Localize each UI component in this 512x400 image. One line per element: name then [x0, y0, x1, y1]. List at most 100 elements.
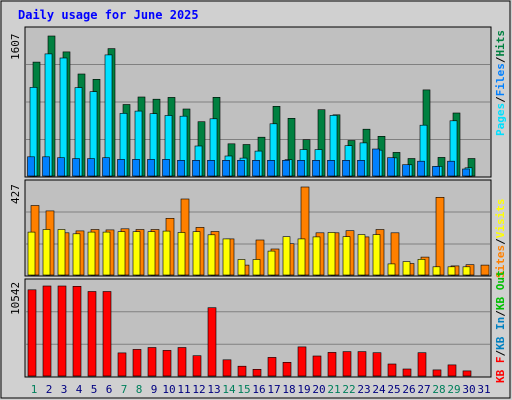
bar-visits	[462, 266, 471, 276]
x-tick-label: 28	[432, 383, 445, 396]
bar-kbytes	[27, 289, 37, 377]
bar-pages	[252, 160, 260, 177]
bar-kbytes	[102, 291, 112, 377]
legend-slash: /	[494, 350, 507, 357]
bar-kbytes	[342, 351, 352, 377]
bar-visits	[27, 231, 36, 276]
bar-pages	[147, 159, 155, 177]
bar-kbytes	[372, 352, 382, 377]
bar-visits	[117, 231, 126, 276]
bar-kbytes	[432, 369, 442, 377]
bar-visits	[72, 233, 81, 276]
bar-visits	[267, 250, 276, 276]
bar-pages	[72, 158, 80, 177]
bar-visits	[282, 236, 291, 276]
bar-pages	[222, 160, 230, 177]
legend-files: Files	[494, 63, 507, 96]
bar-visits	[102, 231, 111, 276]
bar-kbytes	[447, 364, 457, 377]
bar-visits	[57, 229, 66, 276]
x-tick-label: 31	[477, 383, 490, 396]
bar-kbytes	[417, 352, 427, 377]
bar-pages	[447, 160, 455, 177]
x-tick-label: 12	[192, 383, 205, 396]
bar-visits	[342, 236, 351, 276]
bar-visits	[252, 259, 261, 276]
bar-pages	[177, 160, 185, 177]
x-tick-label: 18	[282, 383, 295, 396]
x-tick-label: 23	[357, 383, 370, 396]
legend-hits-files-pages: Pages/Files/Hits	[494, 30, 507, 136]
x-tick-label: 15	[237, 383, 250, 396]
bar-pages	[267, 160, 275, 177]
bar-kbytes	[222, 359, 232, 377]
bar-visits	[312, 236, 321, 276]
bar-visits	[237, 259, 246, 276]
x-tick-label: 21	[327, 383, 340, 396]
x-tick-label: 2	[46, 383, 53, 396]
bar-visits	[132, 231, 141, 276]
bar-sites	[480, 264, 490, 276]
bar-pages	[162, 159, 170, 177]
bar-pages	[27, 156, 35, 177]
legend-hits: Hits	[494, 30, 507, 57]
x-axis-day-labels: 1 2 3 4 5 6 7 8 9 10 11 12 13 14 15 16 17 18 19 20 21 22 23 24 2…	[31, 383, 491, 396]
x-tick-label: 30	[462, 383, 475, 396]
bar-kbytes	[192, 355, 202, 377]
legend-slash: /	[494, 96, 507, 103]
x-tick-label: 9	[151, 383, 158, 396]
bar-pages	[297, 160, 305, 177]
legend-kbytes: KB F/KB In/KB Out	[494, 270, 507, 383]
bar-visits	[222, 238, 231, 276]
bar-pages	[312, 160, 320, 177]
bar-pages	[57, 157, 65, 177]
bar-visits	[192, 231, 201, 276]
chart-title: Daily usage for June 2025	[18, 8, 199, 22]
bar-kbytes	[57, 285, 67, 377]
x-tick-label: 16	[252, 383, 265, 396]
bar-kbytes	[267, 357, 277, 377]
bar-visits	[162, 230, 171, 276]
bar-kbytes	[207, 307, 217, 377]
legend-slash: /	[494, 238, 507, 245]
bar-pages	[387, 157, 395, 177]
bar-kbytes	[72, 285, 82, 377]
x-tick-label: 25	[387, 383, 400, 396]
bar-pages	[87, 158, 95, 177]
bars	[27, 35, 490, 377]
bar-kbytes	[387, 363, 397, 377]
bar-visits	[417, 258, 426, 276]
legend-sites: Sites	[494, 245, 507, 278]
x-tick-label: 8	[136, 383, 143, 396]
bar-kbytes	[282, 361, 292, 377]
visits-sites-plot	[24, 179, 492, 277]
bar-pages	[42, 156, 50, 177]
x-tick-label: 1	[31, 383, 38, 396]
bar-pages	[132, 159, 140, 177]
bar-kbytes	[117, 352, 127, 377]
bar-visits	[402, 261, 411, 276]
bar-pages	[327, 160, 335, 177]
bar-sites	[435, 197, 445, 276]
bar-pages	[462, 168, 470, 177]
bar-kbytes	[177, 347, 187, 377]
legend-visits: Visits	[494, 199, 507, 239]
x-tick-label: 3	[61, 383, 68, 396]
bar-visits	[387, 263, 396, 276]
bar-visits	[327, 232, 336, 276]
x-tick-label: 5	[91, 383, 98, 396]
kbytes-plot	[24, 278, 492, 378]
bar-kbytes	[132, 349, 142, 377]
bar-kbytes	[87, 291, 97, 377]
bar-kbytes	[42, 285, 52, 377]
y-max-label-kbytes: 10542	[9, 282, 22, 315]
bar-pages	[372, 148, 380, 177]
bar-kbytes	[147, 347, 157, 377]
x-tick-label: 22	[342, 383, 355, 396]
legend-kb-f: KB F	[494, 357, 507, 384]
x-tick-label: 11	[177, 383, 190, 396]
y-max-label-visits: 427	[9, 184, 22, 204]
x-tick-label: 17	[267, 383, 280, 396]
bar-visits	[177, 232, 186, 276]
